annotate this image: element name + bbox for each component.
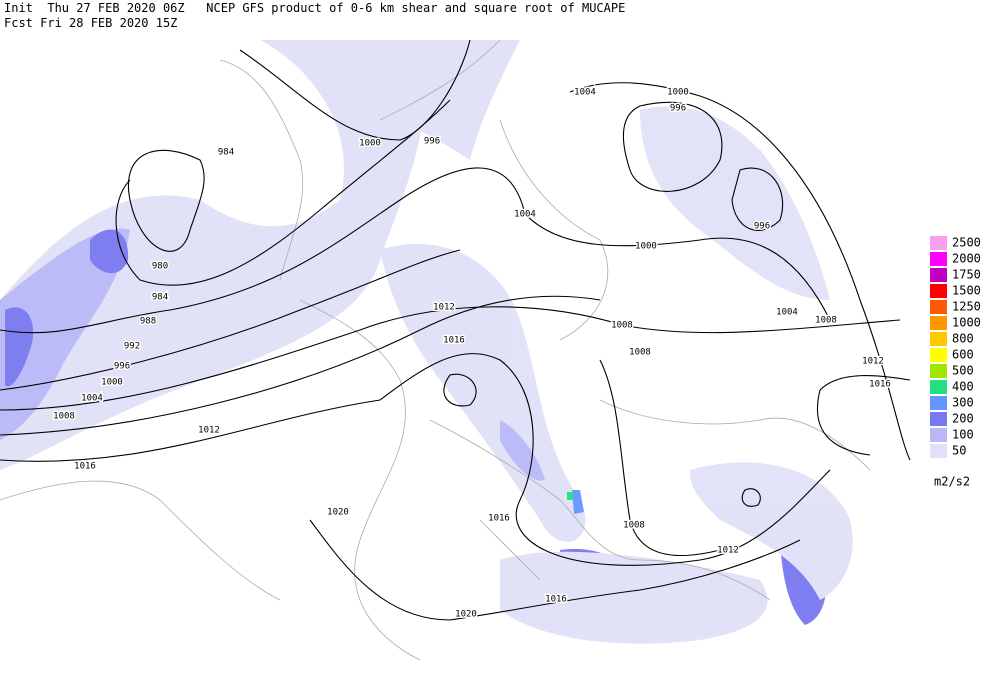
isobar-label: 1016: [74, 462, 96, 472]
legend-label: 50: [952, 444, 966, 458]
isobar-label: 980: [152, 262, 168, 272]
legend-swatch: [930, 396, 947, 410]
isobar-label: 1000: [101, 378, 123, 388]
shading: [0, 40, 853, 644]
isobar-label: 1020: [327, 508, 349, 518]
isobar-label: 996: [424, 137, 440, 147]
legend-label: 2500: [952, 236, 981, 250]
legend-label: 2000: [952, 252, 981, 266]
isobar-label: 992: [124, 342, 140, 352]
header-line2: Fcst Fri 28 FEB 2020 15Z: [4, 16, 177, 30]
isobar-label: 1000: [359, 139, 381, 149]
legend-swatch: [930, 364, 947, 378]
isobars: [0, 39, 911, 621]
isobar-label: 1016: [545, 595, 567, 605]
isobar-label: 1008: [53, 412, 75, 422]
isobar-label: 1012: [198, 426, 220, 436]
isobar-label: 1016: [443, 336, 465, 346]
legend-label: 200: [952, 412, 974, 426]
isobar-label: 1012: [717, 546, 739, 556]
legend-swatch: [930, 252, 947, 266]
legend-swatch: [930, 412, 947, 426]
legend-label: 800: [952, 332, 974, 346]
header-line1: Init Thu 27 FEB 2020 06Z NCEP GFS produc…: [4, 1, 625, 15]
legend-swatch: [930, 444, 947, 458]
isobar-label: 1016: [488, 514, 510, 524]
coastlines: [0, 39, 871, 661]
legend-label: 1000: [952, 316, 981, 330]
isobar-label: 1000: [635, 242, 657, 252]
legend-label: 600: [952, 348, 974, 362]
isobar-label: 984: [152, 293, 168, 303]
isobar-label: 1008: [623, 521, 645, 531]
isobar-label: 1020: [455, 610, 477, 620]
isobar-label: 1012: [433, 303, 455, 313]
isobar-label: 1008: [815, 316, 837, 326]
legend-label: 100: [952, 428, 974, 442]
legend-swatch: [930, 428, 947, 442]
isobar-label: 1000: [667, 88, 689, 98]
legend-swatch: [930, 284, 947, 298]
legend-unit: m2/s2: [934, 475, 970, 489]
isobar-label: 984: [218, 148, 234, 158]
legend-label: 300: [952, 396, 974, 410]
legend-swatch: [930, 300, 947, 314]
legend-label: 1500: [952, 284, 981, 298]
isobar-label: 1016: [869, 380, 891, 390]
legend-label: 400: [952, 380, 974, 394]
legend-label: 1250: [952, 300, 981, 314]
isobar-label: 988: [140, 317, 156, 327]
isobar-label: 996: [754, 222, 770, 232]
isobar-label: 996: [670, 104, 686, 114]
isobar-label: 1008: [629, 348, 651, 358]
legend-swatch: [930, 332, 947, 346]
legend-swatch: [930, 236, 947, 250]
isobar-label: 1004: [81, 394, 103, 404]
isobar-label: 1012: [862, 357, 884, 367]
legend-swatch: [930, 268, 947, 282]
isobar-label: 1004: [514, 210, 536, 220]
isobar-label: 1008: [611, 321, 633, 331]
legend-swatch: [930, 316, 947, 330]
isobar-label: 1004: [574, 88, 596, 98]
legend-swatch: [930, 348, 947, 362]
legend-swatch: [930, 380, 947, 394]
isobar-label: 996: [114, 362, 130, 372]
legend-label: 500: [952, 364, 974, 378]
legend-label: 1750: [952, 268, 981, 282]
isobar-label: 1004: [776, 308, 798, 318]
